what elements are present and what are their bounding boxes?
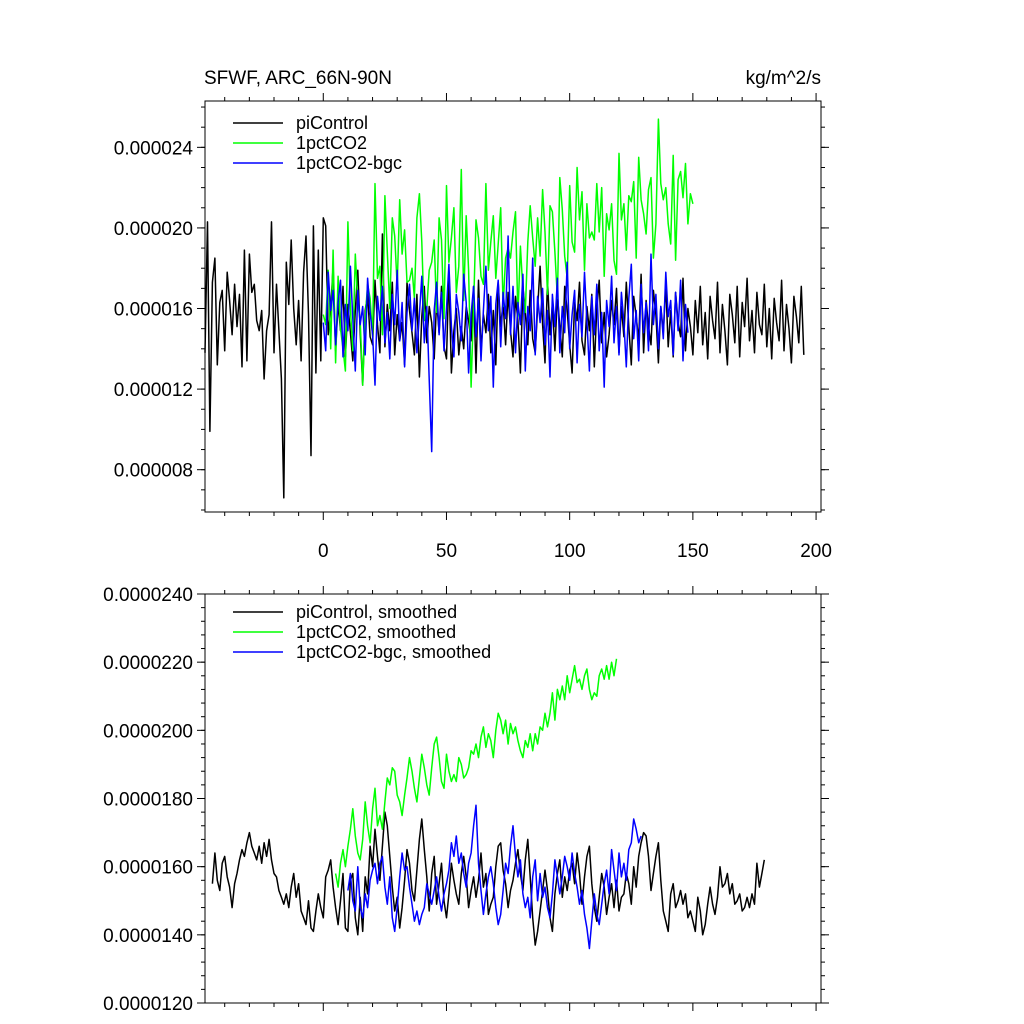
bottom-panel: 0.0000120 0.0000140 0.0000160 0.0000180 0.00… <box>103 585 829 1015</box>
legend-label: piControl <box>296 113 368 133</box>
legend-label: 1pctCO2 <box>296 133 367 153</box>
y-tick-label: 0.000008 <box>114 461 193 482</box>
series-line-1pctco2-bgc <box>322 235 689 453</box>
y-tick-label: 0.0000160 <box>103 858 193 879</box>
units-label: kg/m^2/s <box>746 68 821 89</box>
y-tick-label: 0.0000200 <box>103 721 193 742</box>
series-line-picontrol-smoothed <box>211 811 766 946</box>
y-tick-label: 0.0000220 <box>103 653 193 674</box>
y-tick-label: 0.0000240 <box>103 585 193 606</box>
legend-label: 1pctCO2-bgc, smoothed <box>296 642 491 662</box>
y-tick-label: 0.000012 <box>114 380 193 401</box>
chart-title: SFWF, ARC_66N-90N <box>204 68 392 89</box>
y-tick-label: 0.000020 <box>114 219 193 240</box>
series-line-1pctco2-bgc-smoothed <box>347 804 642 950</box>
legend-label: 1pctCO2, smoothed <box>296 622 456 642</box>
top-panel: 0.000008 0.000012 0.000016 0.000020 0.000024… <box>114 93 832 562</box>
x-tick-label: 100 <box>554 541 586 562</box>
x-tick-label: 200 <box>800 541 832 562</box>
y-tick-label: 0.0000140 <box>103 926 193 947</box>
y-tick-label: 0.000016 <box>114 300 193 321</box>
x-tick-label: 0 <box>318 541 329 562</box>
plot-frame <box>204 100 822 513</box>
series-line-1pctco2-smoothed <box>334 658 618 888</box>
legend-label: piControl, smoothed <box>296 602 457 622</box>
y-tick-label: 0.0000180 <box>103 790 193 811</box>
x-tick-label: 150 <box>677 541 709 562</box>
legend-label: 1pctCO2-bgc <box>296 153 402 173</box>
y-tick-label: 0.0000120 <box>103 994 193 1015</box>
series-line-picontrol <box>204 217 805 499</box>
x-tick-label: 50 <box>436 541 457 562</box>
y-tick-label: 0.000024 <box>114 138 194 159</box>
